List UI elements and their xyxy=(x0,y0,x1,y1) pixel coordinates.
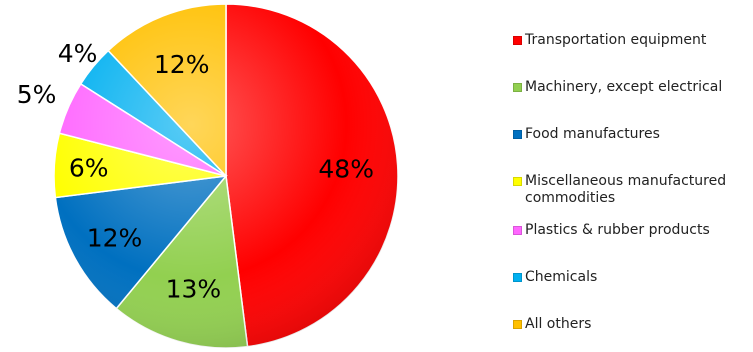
legend-label: All others xyxy=(525,316,592,332)
legend-label: Food manufactures xyxy=(525,126,660,142)
slice-value-label: 12% xyxy=(87,223,143,252)
legend-swatch xyxy=(513,177,522,186)
slice-value-label: 6% xyxy=(69,153,109,182)
pie-data-labels: 48% 13% 12% 6% 5%4% 12% xyxy=(17,39,374,303)
legend-item: Machinery, except electrical xyxy=(513,79,753,96)
legend-swatch xyxy=(513,36,522,45)
legend-item: Miscellaneous manufactured commodities xyxy=(513,173,753,207)
legend-swatch xyxy=(513,83,522,92)
legend-swatch xyxy=(513,320,522,329)
legend-label: Miscellaneous manufactured commodities xyxy=(525,173,727,206)
legend-label: Chemicals xyxy=(525,269,598,285)
legend-item: Food manufactures xyxy=(513,126,753,143)
legend-label: Transportation equipment xyxy=(525,32,707,48)
legend-item: Plastics & rubber products xyxy=(513,222,753,239)
legend-item: Transportation equipment xyxy=(513,32,753,49)
legend-label: Machinery, except electrical xyxy=(525,79,723,95)
legend-swatch xyxy=(513,130,522,139)
legend-item: All others xyxy=(513,316,753,333)
slice-value-label: 5% xyxy=(17,80,57,109)
slice-value-label: 48% xyxy=(318,154,374,183)
legend-label: Plastics & rubber products xyxy=(525,222,710,238)
legend-swatch xyxy=(513,226,522,235)
slice-value-label: 4% xyxy=(58,39,98,68)
slice-value-label: 12% xyxy=(154,50,210,79)
legend-item: Chemicals xyxy=(513,269,753,286)
legend-swatch xyxy=(513,273,522,282)
slice-value-label: 13% xyxy=(166,274,222,303)
